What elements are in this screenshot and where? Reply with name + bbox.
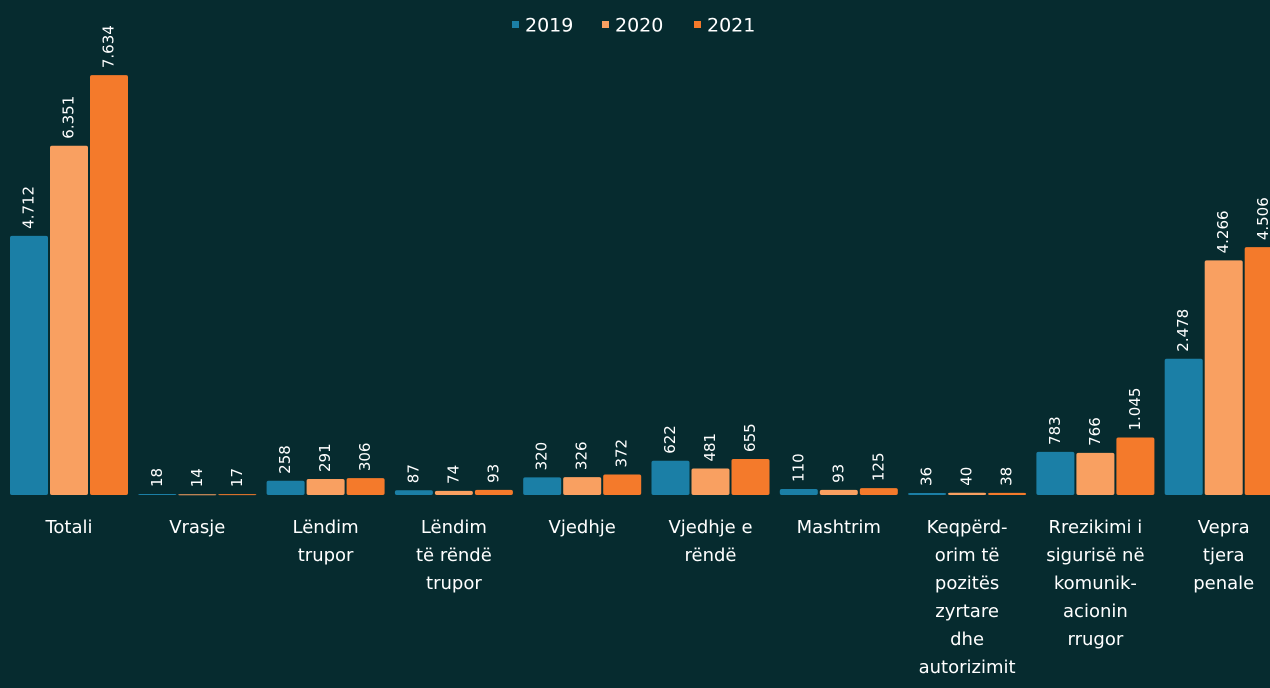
value-label: 125 bbox=[869, 452, 887, 481]
value-label: 18 bbox=[148, 468, 166, 487]
bar bbox=[10, 235, 48, 495]
x-tick-label: trupor bbox=[298, 545, 354, 566]
bar bbox=[908, 493, 947, 495]
bar bbox=[346, 478, 385, 495]
value-label: 87 bbox=[404, 464, 422, 483]
value-label: 40 bbox=[958, 467, 976, 486]
value-label: 326 bbox=[573, 441, 591, 470]
bar bbox=[731, 458, 770, 495]
x-tick-label: sigurisë në bbox=[1046, 545, 1144, 566]
bar bbox=[50, 145, 88, 495]
x-tick-label: rrugor bbox=[1068, 629, 1124, 650]
x-tick-label: komunik- bbox=[1054, 573, 1137, 594]
value-label: 17 bbox=[228, 468, 246, 487]
bar bbox=[603, 474, 642, 495]
x-tick-label: penale bbox=[1193, 573, 1254, 594]
value-label: 14 bbox=[188, 468, 206, 487]
bar bbox=[266, 480, 305, 495]
bar bbox=[691, 468, 730, 495]
bar bbox=[1204, 260, 1243, 495]
value-label: 74 bbox=[444, 465, 462, 484]
bar bbox=[90, 75, 128, 495]
value-label: 4.712 bbox=[20, 186, 38, 229]
value-label: 4.506 bbox=[1254, 197, 1270, 240]
value-label: 783 bbox=[1046, 416, 1064, 445]
value-label: 481 bbox=[701, 433, 719, 462]
x-tick-label: Lëndim bbox=[421, 517, 487, 538]
value-label: 372 bbox=[613, 439, 631, 468]
value-label: 110 bbox=[789, 453, 807, 482]
x-tick-label: Rrezikimi i bbox=[1049, 517, 1143, 538]
x-tick-label: trupor bbox=[426, 573, 482, 594]
legend-swatch bbox=[602, 21, 609, 28]
x-tick-label: dhe bbox=[950, 629, 984, 650]
legend-swatch bbox=[694, 21, 701, 28]
x-tick-label: të rëndë bbox=[416, 545, 492, 566]
bar bbox=[1116, 437, 1155, 495]
legend-label: 2019 bbox=[525, 15, 573, 37]
value-label: 6.351 bbox=[60, 96, 78, 139]
bar bbox=[138, 494, 177, 496]
value-label: 36 bbox=[918, 467, 936, 486]
value-label: 7.634 bbox=[100, 25, 118, 68]
x-tick-label: pozitës bbox=[935, 573, 999, 594]
bar bbox=[178, 494, 217, 496]
x-tick-label: Vepra bbox=[1198, 517, 1250, 538]
x-tick-label: Vjedhje bbox=[549, 517, 616, 538]
x-tick-label: Vrasje bbox=[169, 517, 225, 538]
x-tick-label: zyrtare bbox=[935, 601, 999, 622]
bar bbox=[523, 477, 562, 495]
value-label: 258 bbox=[276, 445, 294, 474]
value-label: 38 bbox=[998, 467, 1016, 486]
bar bbox=[779, 488, 818, 495]
bar bbox=[859, 488, 898, 495]
bar bbox=[819, 489, 858, 495]
legend-label: 2021 bbox=[707, 15, 755, 37]
bar bbox=[1036, 451, 1075, 495]
bar bbox=[434, 490, 473, 495]
bar bbox=[948, 492, 987, 495]
bar bbox=[1076, 452, 1115, 495]
bar bbox=[1164, 358, 1203, 495]
bar bbox=[651, 460, 690, 495]
bar bbox=[474, 489, 513, 495]
bar bbox=[394, 490, 433, 495]
value-label: 93 bbox=[829, 464, 847, 483]
value-label: 1.045 bbox=[1126, 388, 1144, 431]
bar bbox=[218, 494, 257, 496]
legend-label: 2020 bbox=[615, 15, 663, 37]
value-label: 320 bbox=[533, 442, 551, 471]
value-label: 93 bbox=[484, 464, 502, 483]
value-label: 2.478 bbox=[1174, 309, 1192, 352]
bar bbox=[563, 477, 602, 495]
x-tick-label: autorizimit bbox=[919, 657, 1016, 678]
x-tick-label: Mashtrim bbox=[797, 517, 881, 538]
bar bbox=[306, 478, 345, 495]
value-label: 655 bbox=[741, 423, 759, 452]
value-label: 622 bbox=[661, 425, 679, 454]
value-label: 306 bbox=[356, 443, 374, 472]
value-label: 766 bbox=[1086, 417, 1104, 446]
x-tick-label: Totali bbox=[44, 517, 92, 538]
bar bbox=[1244, 247, 1270, 495]
legend-swatch bbox=[512, 21, 519, 28]
x-tick-label: Vjedhje e bbox=[668, 517, 752, 538]
x-tick-label: acionin bbox=[1063, 601, 1128, 622]
bar bbox=[988, 492, 1027, 495]
x-tick-label: Keqpërd- bbox=[927, 517, 1008, 538]
x-tick-label: rëndë bbox=[685, 545, 737, 566]
x-tick-label: Lëndim bbox=[293, 517, 359, 538]
value-label: 4.266 bbox=[1214, 210, 1232, 253]
value-label: 291 bbox=[316, 443, 334, 472]
x-tick-label: tjera bbox=[1203, 545, 1245, 566]
x-tick-label: orim të bbox=[935, 545, 1000, 566]
